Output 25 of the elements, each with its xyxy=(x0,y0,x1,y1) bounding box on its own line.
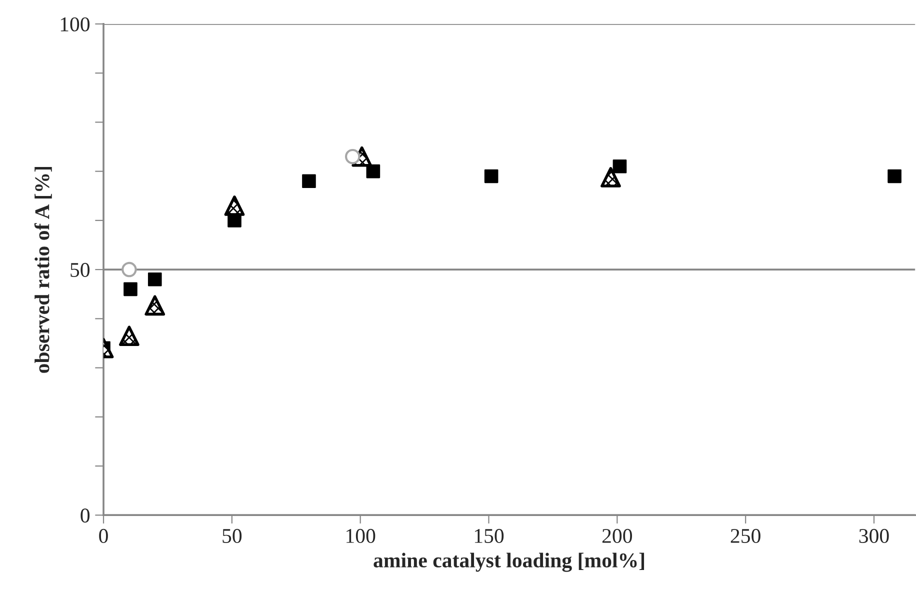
point xyxy=(148,272,162,286)
point xyxy=(144,295,166,316)
x-tick-label: 200 xyxy=(602,528,632,543)
point xyxy=(484,169,498,184)
y-tick-label: 0 xyxy=(80,508,90,523)
x-tick-label: 300 xyxy=(859,528,889,543)
y-tick-label: 50 xyxy=(70,262,90,277)
point xyxy=(888,169,902,184)
y-axis-title: observed ratio of A [%] xyxy=(34,166,52,373)
point xyxy=(119,326,140,346)
point xyxy=(612,159,627,174)
point xyxy=(124,282,138,296)
x-tick-label: 50 xyxy=(222,528,242,543)
x-axis-title: amine catalyst loading [mol%] xyxy=(374,552,644,572)
x-tick-label: 0 xyxy=(99,528,108,543)
point xyxy=(600,167,621,188)
point xyxy=(302,174,316,188)
x-tick-label: 100 xyxy=(346,528,376,543)
point xyxy=(122,262,137,278)
x-tick-label: 150 xyxy=(474,528,504,543)
x-tick-label: 250 xyxy=(730,528,760,543)
y-tick-label: 100 xyxy=(60,17,90,32)
point xyxy=(344,148,360,164)
point xyxy=(224,196,245,216)
point xyxy=(366,164,380,178)
